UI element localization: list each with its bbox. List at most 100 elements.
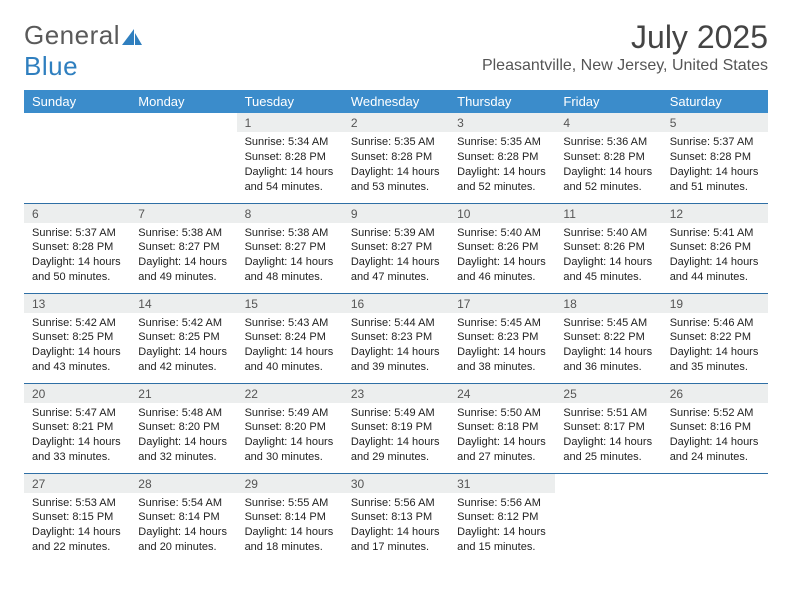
day-number: 6 — [24, 204, 130, 223]
calendar-day: 13Sunrise: 5:42 AMSunset: 8:25 PMDayligh… — [24, 293, 130, 383]
day-number: 26 — [662, 384, 768, 403]
day-number: 11 — [555, 204, 661, 223]
day-details: Sunrise: 5:36 AMSunset: 8:28 PMDaylight:… — [555, 132, 661, 200]
day-number: 4 — [555, 113, 661, 132]
month-title: July 2025 — [482, 20, 768, 55]
calendar-day: 7Sunrise: 5:38 AMSunset: 8:27 PMDaylight… — [130, 203, 236, 293]
day-number: 9 — [343, 204, 449, 223]
calendar-day: 28Sunrise: 5:54 AMSunset: 8:14 PMDayligh… — [130, 473, 236, 563]
day-number: 28 — [130, 474, 236, 493]
day-number: 27 — [24, 474, 130, 493]
day-number: 13 — [24, 294, 130, 313]
day-details: Sunrise: 5:44 AMSunset: 8:23 PMDaylight:… — [343, 313, 449, 381]
calendar-head: SundayMondayTuesdayWednesdayThursdayFrid… — [24, 90, 768, 113]
calendar-day: 3Sunrise: 5:35 AMSunset: 8:28 PMDaylight… — [449, 113, 555, 203]
calendar-week: 13Sunrise: 5:42 AMSunset: 8:25 PMDayligh… — [24, 293, 768, 383]
calendar-week: 20Sunrise: 5:47 AMSunset: 8:21 PMDayligh… — [24, 383, 768, 473]
calendar-day: 12Sunrise: 5:41 AMSunset: 8:26 PMDayligh… — [662, 203, 768, 293]
day-number: 17 — [449, 294, 555, 313]
day-header: Saturday — [662, 90, 768, 113]
logo: GeneralBlue — [24, 20, 146, 82]
calendar-day: 11Sunrise: 5:40 AMSunset: 8:26 PMDayligh… — [555, 203, 661, 293]
day-number: 5 — [662, 113, 768, 132]
day-details: Sunrise: 5:56 AMSunset: 8:13 PMDaylight:… — [343, 493, 449, 561]
calendar-day: 20Sunrise: 5:47 AMSunset: 8:21 PMDayligh… — [24, 383, 130, 473]
calendar-day: 29Sunrise: 5:55 AMSunset: 8:14 PMDayligh… — [237, 473, 343, 563]
day-details: Sunrise: 5:42 AMSunset: 8:25 PMDaylight:… — [130, 313, 236, 381]
calendar-empty — [662, 473, 768, 563]
logo-text: GeneralBlue — [24, 20, 146, 82]
day-details: Sunrise: 5:50 AMSunset: 8:18 PMDaylight:… — [449, 403, 555, 471]
day-details: Sunrise: 5:55 AMSunset: 8:14 PMDaylight:… — [237, 493, 343, 561]
day-number: 19 — [662, 294, 768, 313]
day-details: Sunrise: 5:37 AMSunset: 8:28 PMDaylight:… — [662, 132, 768, 200]
calendar-day: 31Sunrise: 5:56 AMSunset: 8:12 PMDayligh… — [449, 473, 555, 563]
day-header: Friday — [555, 90, 661, 113]
day-details: Sunrise: 5:47 AMSunset: 8:21 PMDaylight:… — [24, 403, 130, 471]
day-number: 15 — [237, 294, 343, 313]
day-number: 24 — [449, 384, 555, 403]
calendar-day: 30Sunrise: 5:56 AMSunset: 8:13 PMDayligh… — [343, 473, 449, 563]
day-number: 25 — [555, 384, 661, 403]
day-details: Sunrise: 5:41 AMSunset: 8:26 PMDaylight:… — [662, 223, 768, 291]
day-header: Tuesday — [237, 90, 343, 113]
day-number: 23 — [343, 384, 449, 403]
calendar-day: 22Sunrise: 5:49 AMSunset: 8:20 PMDayligh… — [237, 383, 343, 473]
calendar-day: 17Sunrise: 5:45 AMSunset: 8:23 PMDayligh… — [449, 293, 555, 383]
title-block: July 2025 Pleasantville, New Jersey, Uni… — [482, 20, 768, 75]
calendar-day: 27Sunrise: 5:53 AMSunset: 8:15 PMDayligh… — [24, 473, 130, 563]
day-details: Sunrise: 5:53 AMSunset: 8:15 PMDaylight:… — [24, 493, 130, 561]
calendar-week: 1Sunrise: 5:34 AMSunset: 8:28 PMDaylight… — [24, 113, 768, 203]
day-number: 2 — [343, 113, 449, 132]
day-number: 29 — [237, 474, 343, 493]
day-header: Thursday — [449, 90, 555, 113]
day-number: 12 — [662, 204, 768, 223]
day-number: 8 — [237, 204, 343, 223]
day-details: Sunrise: 5:46 AMSunset: 8:22 PMDaylight:… — [662, 313, 768, 381]
day-number: 31 — [449, 474, 555, 493]
day-number: 30 — [343, 474, 449, 493]
calendar-day: 1Sunrise: 5:34 AMSunset: 8:28 PMDaylight… — [237, 113, 343, 203]
day-header: Sunday — [24, 90, 130, 113]
day-details: Sunrise: 5:56 AMSunset: 8:12 PMDaylight:… — [449, 493, 555, 561]
day-details: Sunrise: 5:40 AMSunset: 8:26 PMDaylight:… — [555, 223, 661, 291]
day-details: Sunrise: 5:40 AMSunset: 8:26 PMDaylight:… — [449, 223, 555, 291]
page: GeneralBlue July 2025 Pleasantville, New… — [0, 0, 792, 583]
calendar-day: 18Sunrise: 5:45 AMSunset: 8:22 PMDayligh… — [555, 293, 661, 383]
header: GeneralBlue July 2025 Pleasantville, New… — [24, 20, 768, 82]
calendar-day: 5Sunrise: 5:37 AMSunset: 8:28 PMDaylight… — [662, 113, 768, 203]
day-number: 18 — [555, 294, 661, 313]
location: Pleasantville, New Jersey, United States — [482, 57, 768, 75]
calendar-empty — [130, 113, 236, 203]
calendar-empty — [555, 473, 661, 563]
calendar-day: 24Sunrise: 5:50 AMSunset: 8:18 PMDayligh… — [449, 383, 555, 473]
calendar-day: 25Sunrise: 5:51 AMSunset: 8:17 PMDayligh… — [555, 383, 661, 473]
day-number: 1 — [237, 113, 343, 132]
day-details: Sunrise: 5:43 AMSunset: 8:24 PMDaylight:… — [237, 313, 343, 381]
calendar-day: 19Sunrise: 5:46 AMSunset: 8:22 PMDayligh… — [662, 293, 768, 383]
day-details: Sunrise: 5:34 AMSunset: 8:28 PMDaylight:… — [237, 132, 343, 200]
calendar-day: 21Sunrise: 5:48 AMSunset: 8:20 PMDayligh… — [130, 383, 236, 473]
calendar-week: 27Sunrise: 5:53 AMSunset: 8:15 PMDayligh… — [24, 473, 768, 563]
sail-icon — [120, 27, 146, 47]
day-details: Sunrise: 5:38 AMSunset: 8:27 PMDaylight:… — [237, 223, 343, 291]
day-header: Wednesday — [343, 90, 449, 113]
day-number: 21 — [130, 384, 236, 403]
day-details: Sunrise: 5:35 AMSunset: 8:28 PMDaylight:… — [449, 132, 555, 200]
day-details: Sunrise: 5:51 AMSunset: 8:17 PMDaylight:… — [555, 403, 661, 471]
day-details: Sunrise: 5:54 AMSunset: 8:14 PMDaylight:… — [130, 493, 236, 561]
day-details: Sunrise: 5:48 AMSunset: 8:20 PMDaylight:… — [130, 403, 236, 471]
calendar-day: 8Sunrise: 5:38 AMSunset: 8:27 PMDaylight… — [237, 203, 343, 293]
day-number: 20 — [24, 384, 130, 403]
calendar-day: 2Sunrise: 5:35 AMSunset: 8:28 PMDaylight… — [343, 113, 449, 203]
day-details: Sunrise: 5:49 AMSunset: 8:20 PMDaylight:… — [237, 403, 343, 471]
calendar-week: 6Sunrise: 5:37 AMSunset: 8:28 PMDaylight… — [24, 203, 768, 293]
day-number: 10 — [449, 204, 555, 223]
calendar-day: 26Sunrise: 5:52 AMSunset: 8:16 PMDayligh… — [662, 383, 768, 473]
calendar-day: 14Sunrise: 5:42 AMSunset: 8:25 PMDayligh… — [130, 293, 236, 383]
calendar-day: 10Sunrise: 5:40 AMSunset: 8:26 PMDayligh… — [449, 203, 555, 293]
calendar-day: 23Sunrise: 5:49 AMSunset: 8:19 PMDayligh… — [343, 383, 449, 473]
calendar-day: 16Sunrise: 5:44 AMSunset: 8:23 PMDayligh… — [343, 293, 449, 383]
day-details: Sunrise: 5:38 AMSunset: 8:27 PMDaylight:… — [130, 223, 236, 291]
day-number: 7 — [130, 204, 236, 223]
